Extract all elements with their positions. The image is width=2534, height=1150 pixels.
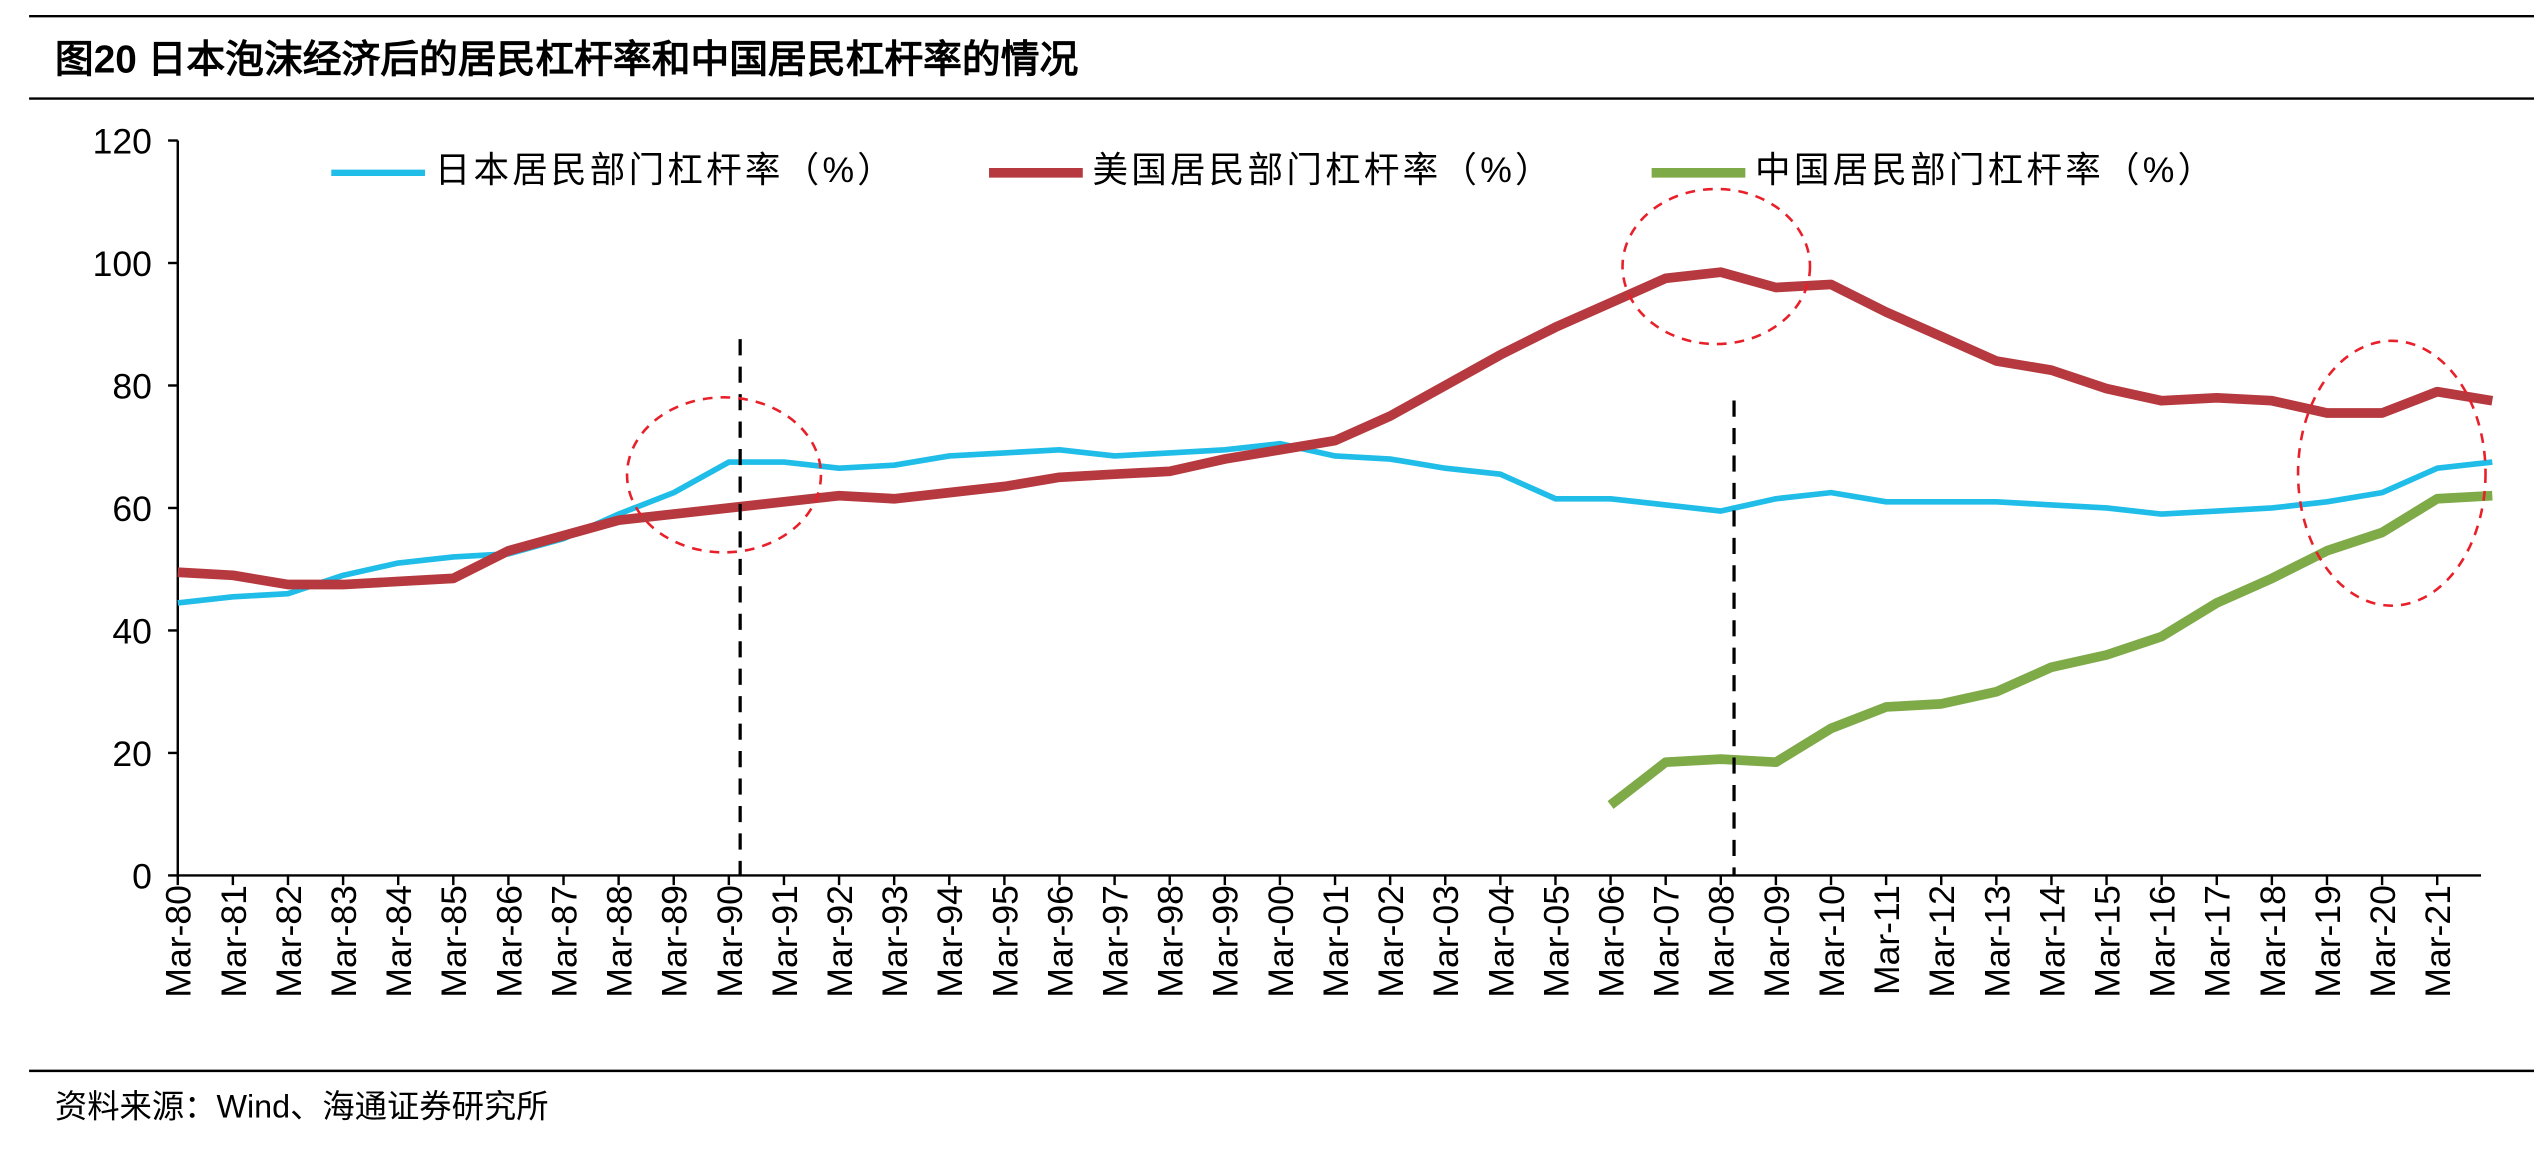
x-tick-label: Mar-00 [1261, 885, 1301, 998]
highlight-circle [625, 396, 823, 554]
x-tick-label: Mar-83 [324, 885, 364, 998]
x-tick-label: Mar-15 [2087, 885, 2127, 998]
series-line [177, 440, 2493, 606]
source: 资料来源：Wind、海通证券研究所 [55, 1089, 549, 1125]
x-tick-label: Mar-99 [1206, 885, 1246, 998]
x-tick-label: Mar-11 [1867, 885, 1907, 995]
x-tick-label: Mar-09 [1757, 885, 1797, 998]
x-tick-label: Mar-14 [2032, 885, 2072, 998]
x-tick-label: Mar-21 [2418, 885, 2458, 998]
highlight-circle [2296, 339, 2487, 607]
x-tick-label: Mar-03 [1426, 885, 1466, 998]
x-tick-label: Mar-92 [820, 885, 860, 998]
x-tick-label: Mar-90 [710, 885, 750, 998]
x-tick-label: Mar-98 [1151, 885, 1191, 998]
y-tick-label: 100 [93, 244, 152, 284]
series-line [1607, 490, 2493, 809]
x-tick-label: Mar-84 [379, 885, 419, 998]
y-tick-label: 120 [93, 121, 152, 161]
x-tick-label: Mar-91 [765, 885, 805, 998]
x-tick-label: Mar-81 [214, 885, 254, 998]
x-tick-label: Mar-13 [1977, 885, 2017, 998]
legend-label: 美国居民部门杠杆率（%） [1092, 150, 1553, 190]
x-tick-label: Mar-17 [2198, 885, 2238, 998]
x-tick-label: Mar-06 [1591, 885, 1631, 998]
y-tick-label: 60 [112, 489, 152, 529]
x-tick-label: Mar-01 [1316, 885, 1356, 998]
x-tick-label: Mar-86 [489, 885, 529, 998]
highlight-circle [1621, 187, 1812, 346]
x-tick-label: Mar-10 [1812, 885, 1852, 998]
legend-label: 日本居民部门杠杆率（%） [435, 150, 896, 190]
x-tick-label: Mar-04 [1481, 885, 1521, 998]
x-tick-label: Mar-12 [1922, 885, 1962, 998]
x-tick-label: Mar-97 [1096, 885, 1136, 998]
x-tick-label: Mar-94 [930, 885, 970, 998]
chart-title: 图20 日本泡沫经济后的居民杠杆率和中国居民杠杆率的情况 [55, 39, 1079, 82]
x-tick-label: Mar-02 [1371, 885, 1411, 998]
x-tick-label: Mar-82 [269, 885, 309, 998]
y-tick-label: 80 [112, 366, 152, 406]
x-tick-label: Mar-95 [985, 885, 1025, 998]
x-tick-label: Mar-07 [1647, 885, 1687, 998]
x-tick-label: Mar-05 [1536, 885, 1576, 998]
legend-label: 中国居民部门杠杆率（%） [1755, 150, 2216, 190]
x-tick-label: Mar-08 [1702, 885, 1742, 998]
x-tick-label: Mar-20 [2363, 885, 2403, 998]
x-tick-label: Mar-89 [655, 885, 695, 998]
y-tick-label: 40 [112, 611, 152, 651]
series-line [177, 267, 2494, 590]
x-tick-label: Mar-16 [2143, 885, 2183, 998]
y-tick-label: 0 [132, 856, 152, 896]
x-tick-label: Mar-87 [544, 885, 584, 998]
x-tick-label: Mar-18 [2253, 885, 2293, 998]
x-tick-label: Mar-96 [1040, 885, 1080, 998]
x-tick-label: Mar-88 [600, 885, 640, 998]
plot-area: 0 20 40 60 80 100 120 Mar-80 Mar-81 Mar-82 Mar-83 M… [93, 121, 2494, 998]
x-tick-label: Mar-93 [875, 885, 915, 998]
x-tick-label: Mar-85 [434, 885, 474, 998]
y-tick-label: 20 [112, 734, 152, 774]
x-tick-label: Mar-19 [2308, 885, 2348, 998]
x-tick-label: Mar-80 [159, 885, 199, 998]
